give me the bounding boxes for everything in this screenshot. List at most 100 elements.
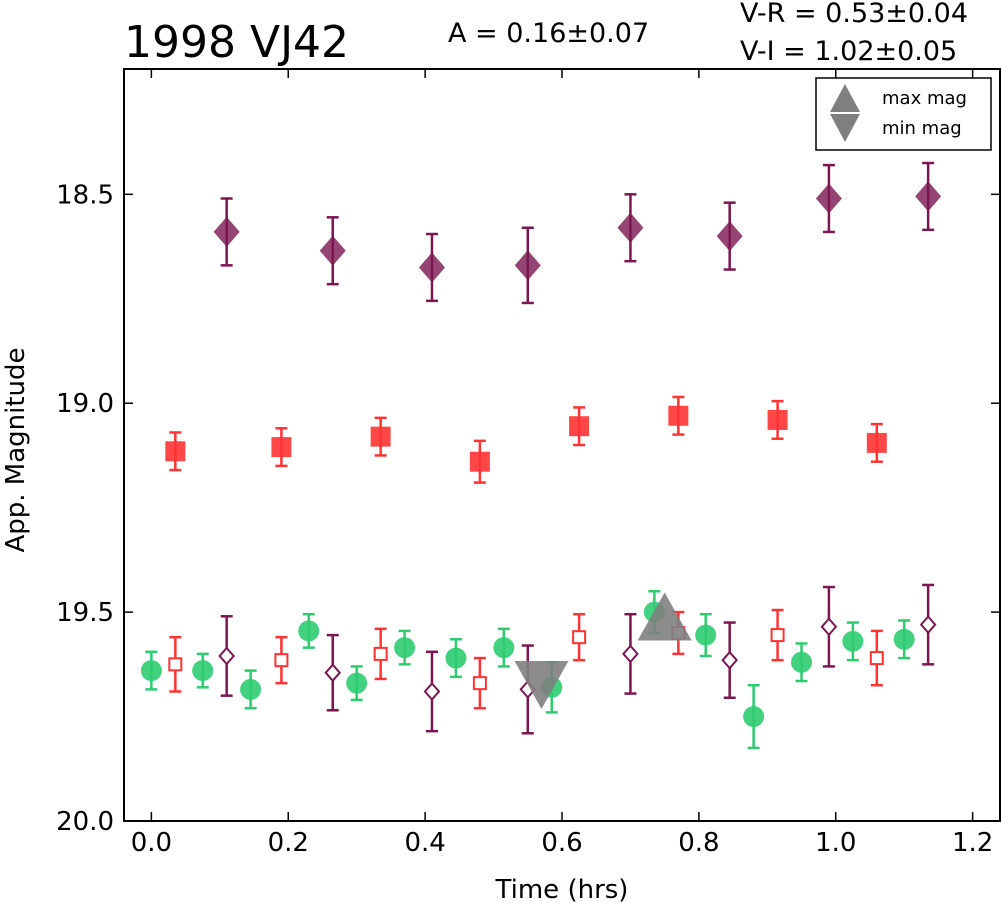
data-point-open-diamond-6 (820, 585, 838, 668)
x-tick-label: 0.2 (268, 828, 309, 858)
data-point-filled-square-2 (370, 416, 391, 457)
legend: max mag min mag (815, 77, 992, 151)
data-point-filled-square-6 (767, 399, 788, 440)
y-tick-label: 19.0 (56, 389, 114, 419)
data-point-filled-square-5 (668, 395, 689, 436)
y-tick-label: 19.5 (56, 598, 114, 628)
x-axis-label: Time (hrs) (495, 875, 629, 904)
data-point-open-square-0 (168, 635, 183, 693)
legend-max-mag-marker (830, 84, 860, 112)
vr-annotation: V-R = 0.53±0.04 (740, 0, 968, 29)
data-point-filled-diamond-3 (514, 226, 541, 305)
open-diamond-marker (721, 650, 739, 670)
data-point-filled-circle-6 (445, 638, 467, 679)
square-marker (469, 451, 490, 472)
circle-marker (791, 651, 813, 673)
circle-marker (445, 647, 467, 669)
data-point-filled-square-7 (866, 422, 887, 463)
data-point-filled-diamond-0 (213, 197, 240, 267)
data-point-filled-square-3 (469, 439, 490, 484)
data-point-open-diamond-5 (721, 621, 739, 700)
open-square-marker (572, 630, 587, 645)
y-axis-ticks: 18.5 19.0 19.5 20.0 (56, 180, 1000, 837)
open-square-marker (770, 628, 785, 643)
data-point-filled-diamond-2 (418, 232, 445, 303)
diamond-marker (213, 216, 240, 247)
diamond-marker (915, 181, 942, 212)
data-point-open-square-2 (373, 627, 388, 681)
circle-marker (893, 628, 915, 650)
legend-min-mag-marker (830, 114, 860, 142)
data-point-filled-circle-10 (695, 612, 717, 658)
data-point-filled-circle-12 (791, 642, 813, 683)
legend-min-mag-label: min mag (882, 118, 962, 139)
data-point-open-square-4 (572, 612, 587, 662)
circle-marker (140, 660, 162, 682)
circle-marker (240, 678, 262, 700)
data-point-filled-circle-11 (743, 683, 765, 750)
data-point-filled-diamond-5 (716, 201, 743, 271)
circle-marker (192, 660, 214, 682)
data-point-filled-circle-3 (298, 612, 320, 649)
plot-marks (140, 161, 942, 750)
open-diamond-marker (820, 617, 838, 637)
data-point-filled-square-0 (165, 431, 186, 472)
data-point-open-diamond-4 (622, 612, 639, 695)
circle-marker (346, 672, 368, 694)
y-tick-label: 18.5 (56, 180, 114, 210)
diamond-marker (716, 221, 743, 252)
min-mag-marker (514, 661, 569, 710)
circle-marker (394, 637, 416, 659)
open-diamond-marker (218, 646, 235, 666)
open-diamond-marker (919, 615, 937, 635)
open-diamond-marker (622, 644, 639, 664)
x-tick-label: 1.0 (815, 828, 856, 858)
diamond-marker (319, 235, 346, 266)
square-marker (271, 437, 292, 458)
x-tick-label: 0.6 (541, 828, 582, 858)
x-tick-label: 0.8 (678, 828, 719, 858)
diamond-marker (815, 183, 842, 214)
open-diamond-marker (423, 681, 441, 702)
open-square-marker (373, 646, 388, 661)
x-axis-ticks: 0.0 0.2 0.4 0.6 0.8 1.0 1.2 (131, 69, 993, 858)
open-square-marker (168, 657, 183, 672)
circle-marker (695, 624, 717, 646)
amplitude-annotation: A = 0.16±0.07 (448, 18, 649, 49)
open-diamond-marker (324, 663, 342, 683)
max-mag-marker (637, 592, 692, 641)
data-point-filled-circle-2 (240, 669, 262, 710)
square-marker (668, 405, 689, 426)
circle-marker (298, 620, 320, 642)
data-point-open-square-7 (869, 629, 884, 687)
data-point-filled-circle-13 (842, 621, 864, 662)
square-marker (569, 416, 590, 437)
data-point-open-square-1 (274, 635, 289, 685)
open-square-marker (472, 676, 487, 691)
data-point-open-diamond-2 (423, 650, 441, 733)
vi-annotation: V-I = 1.02±0.05 (740, 36, 957, 67)
data-point-filled-square-4 (569, 406, 590, 447)
diamond-marker (617, 212, 644, 243)
y-tick-label: 20.0 (56, 807, 114, 837)
open-square-marker (869, 651, 884, 666)
x-tick-label: 1.2 (952, 828, 993, 858)
data-point-filled-circle-1 (192, 652, 214, 689)
x-tick-label: 0.4 (404, 828, 445, 858)
data-point-filled-diamond-4 (617, 193, 644, 263)
square-marker (165, 441, 186, 462)
data-point-filled-circle-4 (346, 665, 368, 702)
square-marker (866, 432, 887, 453)
x-tick-label: 0.0 (131, 828, 172, 858)
data-point-filled-diamond-6 (815, 163, 842, 234)
data-point-open-square-3 (472, 656, 487, 710)
chart-title: 1998 VJ42 (124, 17, 349, 68)
data-point-filled-circle-0 (140, 650, 162, 691)
data-point-filled-circle-14 (893, 619, 915, 660)
square-marker (767, 409, 788, 430)
square-marker (370, 426, 391, 447)
data-point-filled-circle-5 (394, 629, 416, 666)
data-point-filled-diamond-1 (319, 216, 346, 286)
data-point-filled-diamond-7 (915, 161, 942, 232)
y-axis-label: App. Magnitude (1, 347, 31, 552)
